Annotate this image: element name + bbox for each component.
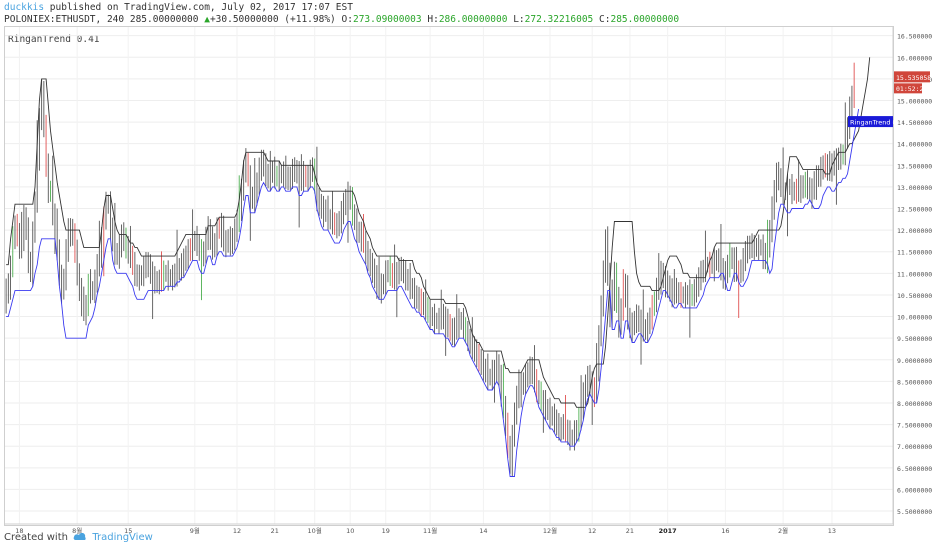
y-tick-label: 12.50000000 xyxy=(897,206,932,214)
x-tick-label: 12 xyxy=(588,527,596,535)
indicator-label: RinganTrend 0.41 xyxy=(8,34,100,45)
y-tick-label: 14.50000000 xyxy=(897,119,932,127)
x-tick-label: 8월 xyxy=(72,526,82,535)
y-tick-label: 6.50000000 xyxy=(897,465,932,473)
x-tick-label: 19 xyxy=(382,527,390,535)
publish-line: duckkis published on TradingView.com, Ju… xyxy=(4,2,353,13)
candles xyxy=(5,62,855,477)
y-tick-label: 10.00000000 xyxy=(897,314,932,322)
publish-info: published on TradingView.com, July 02, 2… xyxy=(49,2,353,13)
footer: Created with TradingView xyxy=(4,532,153,543)
symbol-name: POLONIEX:ETHUSDT, 240 xyxy=(4,14,125,25)
y-tick-label: 7.50000000 xyxy=(897,422,932,430)
y-tick-label: 9.00000000 xyxy=(897,357,932,365)
last-price: 285.00000000 xyxy=(129,14,199,25)
x-tick-label: 2월 xyxy=(778,526,788,535)
created-with-text: Created with xyxy=(4,532,68,543)
high-value: 286.00000000 xyxy=(438,14,508,25)
y-tick-label: 13.00000000 xyxy=(897,184,932,192)
x-tick-label: 15 xyxy=(124,527,132,535)
x-tick-label: 14 xyxy=(479,527,487,535)
x-tick-label: 21 xyxy=(626,527,634,535)
y-tick-label: 8.00000000 xyxy=(897,400,932,408)
x-tick-label: 10 xyxy=(346,527,354,535)
y-tick-label: 11.50000000 xyxy=(897,249,932,257)
x-tick-label: 10월 xyxy=(308,526,322,535)
y-tick-label: 14.00000000 xyxy=(897,141,932,149)
x-tick-label: 16 xyxy=(721,527,729,535)
low-label: L: xyxy=(513,14,525,25)
trend-upper-line xyxy=(6,57,871,408)
tradingview-brand[interactable]: TradingView xyxy=(92,532,153,543)
y-tick-label: 8.50000000 xyxy=(897,378,932,386)
symbol-line: POLONIEX:ETHUSDT, 240 285.00000000 ▲+30.… xyxy=(4,14,679,25)
up-arrow-icon: ▲ xyxy=(204,14,210,25)
y-tick-label: 13.50000000 xyxy=(897,162,932,170)
x-tick-label: 21 xyxy=(271,527,279,535)
y-tick-label: 5.50000000 xyxy=(897,508,932,516)
grid xyxy=(5,27,893,524)
trend-lower-line xyxy=(6,109,860,477)
y-tick-label: 16.50000000 xyxy=(897,33,932,41)
x-tick-label: 18 xyxy=(15,527,23,535)
x-tick-label: 12 xyxy=(233,527,241,535)
x-tick-label: 9월 xyxy=(190,526,200,535)
open-label: O: xyxy=(341,14,353,25)
low-value: 272.32216005 xyxy=(524,14,594,25)
close-value: 285.00000000 xyxy=(610,14,680,25)
high-label: H: xyxy=(427,14,439,25)
last-price-tag xyxy=(894,71,930,83)
y-tick-label: 12.00000000 xyxy=(897,227,932,235)
y-tick-label: 15.00000000 xyxy=(897,97,932,105)
author-link[interactable]: duckkis xyxy=(4,2,45,13)
last-price-tag-text: 15.53505813 xyxy=(896,74,932,82)
indicator-tag xyxy=(848,116,893,128)
y-tick-label: 7.00000000 xyxy=(897,443,932,451)
x-tick-label: 12월 xyxy=(543,526,557,535)
x-tick-label: 2017 xyxy=(659,527,677,535)
y-tick-label: 11.00000000 xyxy=(897,270,932,278)
tradingview-logo-icon xyxy=(73,533,86,540)
countdown-tag xyxy=(894,83,922,94)
open-value: 273.09000003 xyxy=(352,14,422,25)
x-tick-label: 11월 xyxy=(423,526,437,535)
indicator-tag-text: RinganTrend 0.41 xyxy=(850,119,907,127)
x-tick-label: 13 xyxy=(828,527,836,535)
y-tick-label: 6.00000000 xyxy=(897,486,932,494)
close-label: C: xyxy=(599,14,611,25)
y-tick-label: 9.50000000 xyxy=(897,335,932,343)
y-tick-label: 10.50000000 xyxy=(897,292,932,300)
y-tick-label: 16.00000000 xyxy=(897,54,932,62)
price-change: +30.50000000 (+11.98%) xyxy=(209,14,336,25)
countdown-tag-text: 01:52:27 xyxy=(896,85,927,93)
